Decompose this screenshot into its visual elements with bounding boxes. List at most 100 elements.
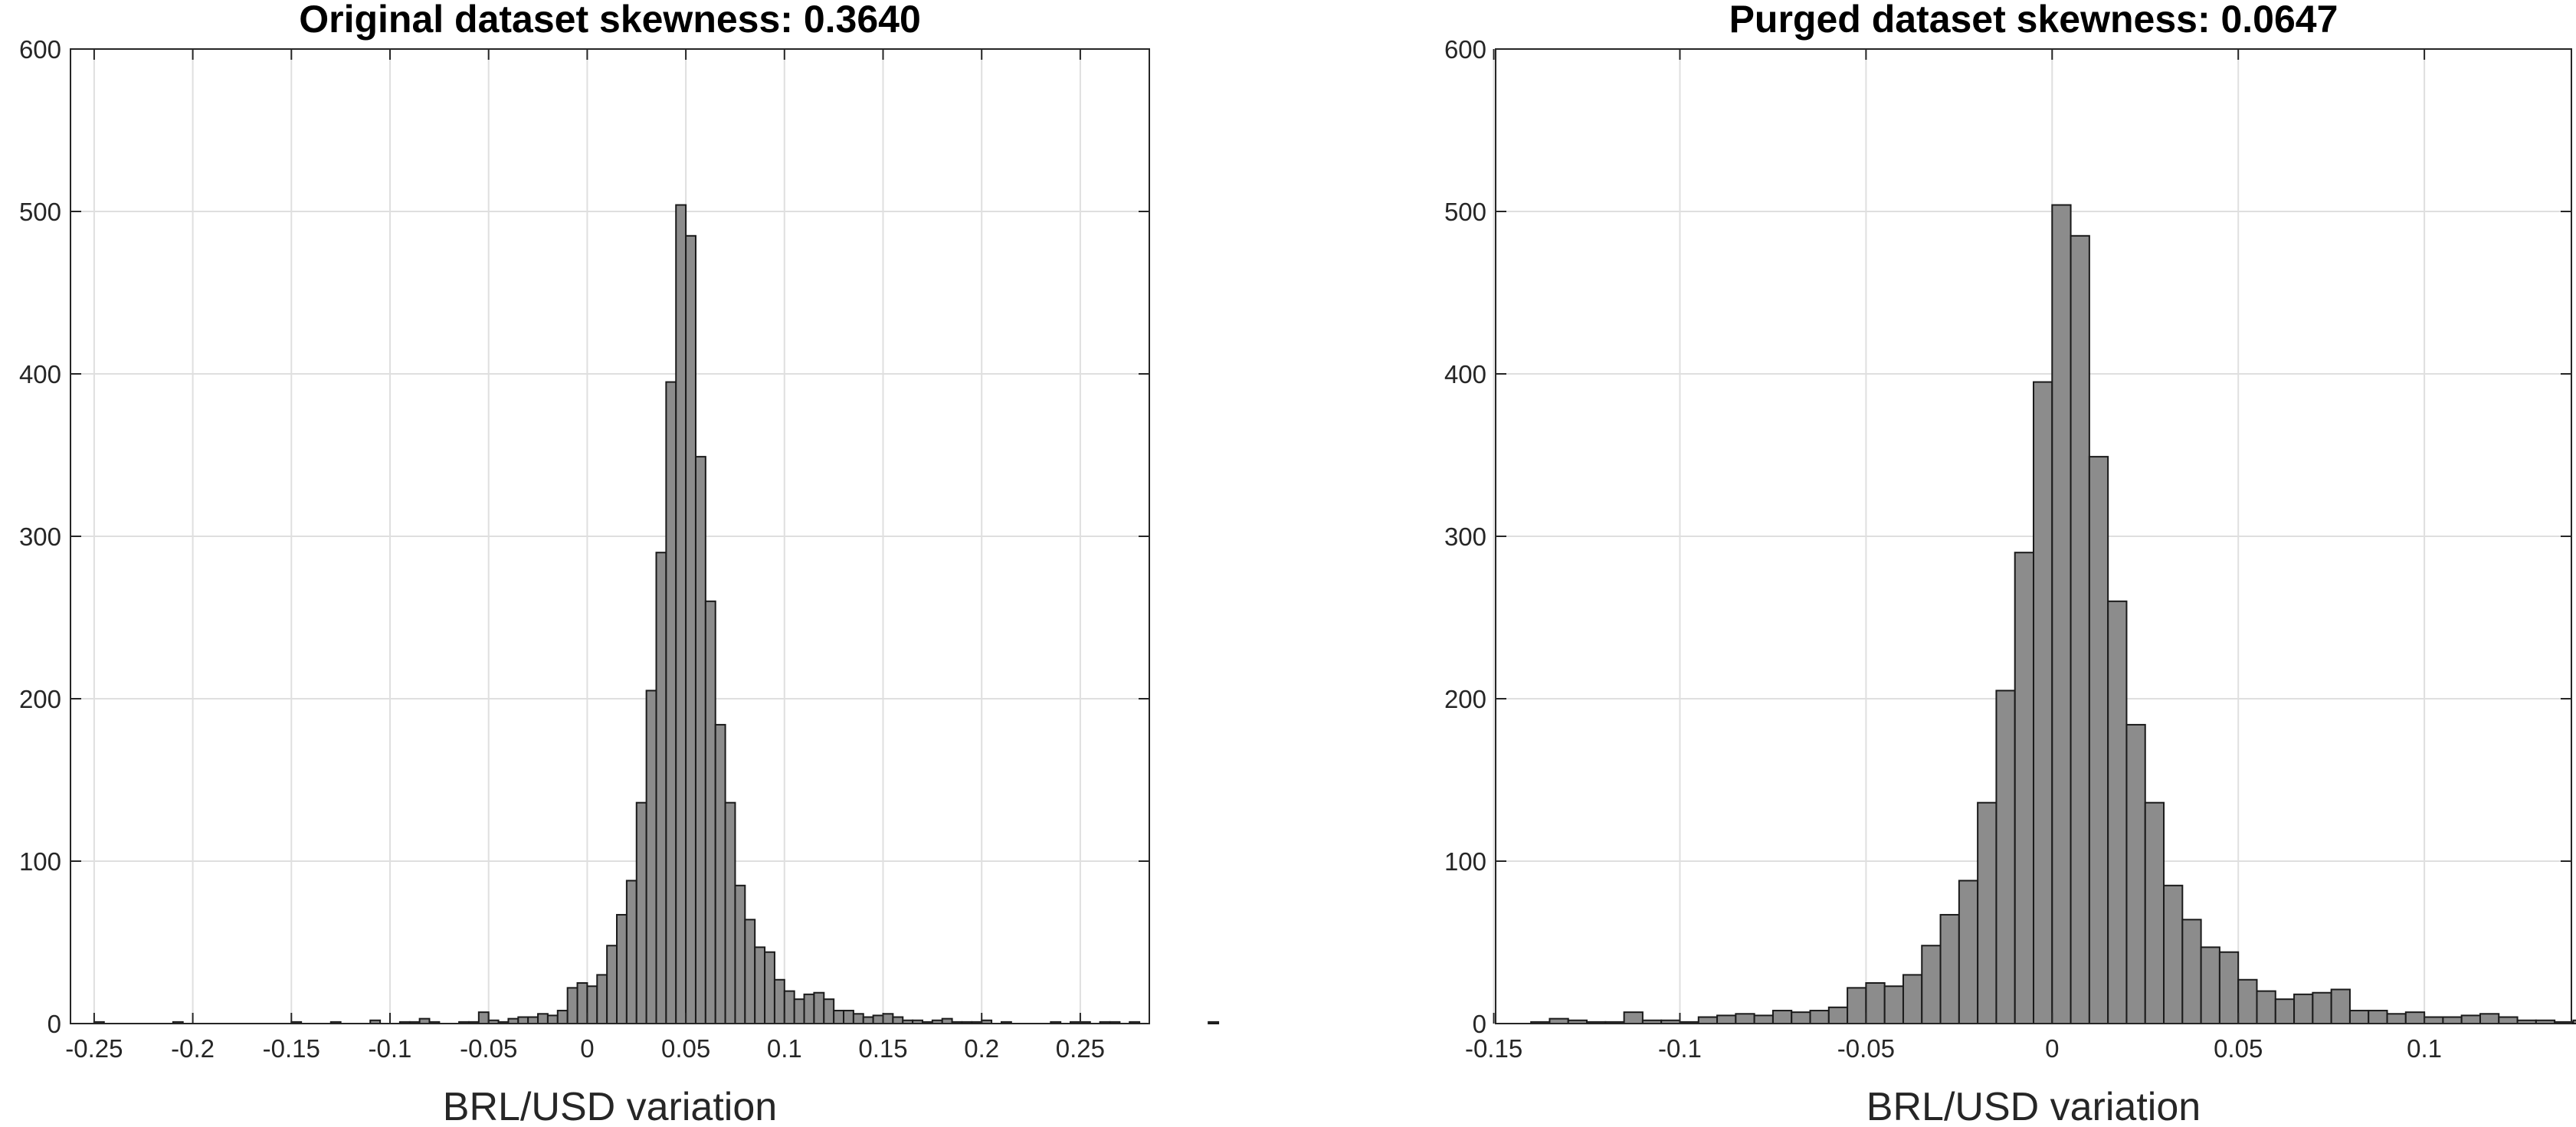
- histogram-bar: [2312, 991, 2332, 1024]
- histogram-bar: [2442, 1016, 2463, 1025]
- histogram-bar: [1883, 985, 1904, 1024]
- histogram-bar: [2144, 801, 2165, 1025]
- histogram-bar: [1623, 1011, 1644, 1025]
- y-tick-label: 100: [1444, 847, 1486, 876]
- chart-title: Original dataset skewness: 0.3640: [299, 0, 921, 41]
- x-tick-label: 0: [2045, 1034, 2059, 1063]
- histogram-bar: [625, 880, 637, 1024]
- x-tick-label: -0.15: [263, 1034, 320, 1063]
- histogram-bar: [1208, 1021, 1220, 1025]
- histogram-bar: [2014, 552, 2034, 1024]
- histogram-bar: [665, 381, 677, 1025]
- histogram-bar: [2070, 234, 2090, 1024]
- histogram-bar: [823, 998, 835, 1024]
- histogram-bar: [2033, 381, 2053, 1025]
- histogram-bar: [833, 1010, 845, 1025]
- y-tick-label: 300: [1444, 523, 1486, 551]
- histogram-bar: [1921, 945, 1942, 1024]
- histogram-bar: [754, 946, 766, 1024]
- histogram-bar: [596, 974, 608, 1025]
- bars: [1530, 204, 2576, 1025]
- histogram-bar: [675, 204, 687, 1024]
- histogram-bar: [2404, 1011, 2426, 1025]
- histogram-bar: [1958, 880, 1979, 1024]
- histogram-bar: [586, 985, 598, 1024]
- x-tick-label: -0.2: [171, 1034, 215, 1063]
- histogram-bar: [1939, 913, 1960, 1024]
- ticks: -0.15 -0.1 -0.05 0 0.05 0.1 0 100 200 300 400 500 60…: [1444, 35, 2571, 1063]
- histogram-bar: [744, 919, 756, 1024]
- y-tick-label: 300: [19, 523, 61, 551]
- grid: [70, 48, 1149, 1024]
- histogram-bar: [2256, 990, 2276, 1024]
- histogram-bar: [2386, 1013, 2407, 1025]
- histogram-bar: [2330, 988, 2351, 1024]
- x-axis-label: BRL/USD variation: [1866, 1085, 2201, 1127]
- x-tick-label: 0.25: [1056, 1034, 1105, 1063]
- histogram-bar: [2200, 946, 2220, 1024]
- y-tick-label: 100: [19, 847, 61, 876]
- histogram-bar: [616, 913, 628, 1024]
- x-axis-label: BRL/USD variation: [443, 1085, 777, 1127]
- histogram-bar: [477, 1011, 490, 1025]
- histogram-bar: [2293, 993, 2314, 1024]
- x-tick-label: 0.05: [2214, 1034, 2263, 1063]
- histogram-bar: [882, 1013, 894, 1025]
- histogram-bar: [2163, 884, 2184, 1025]
- histogram-bar: [635, 801, 647, 1025]
- y-tick-label: 400: [1444, 360, 1486, 388]
- histogram-bar: [1977, 801, 1998, 1025]
- histogram-bar: [734, 884, 746, 1025]
- histogram-bar: [862, 1016, 874, 1025]
- histogram-bar: [2107, 600, 2128, 1024]
- bars: [93, 204, 1220, 1025]
- histogram-bar: [517, 1016, 529, 1025]
- histogram-bar: [2218, 951, 2240, 1024]
- y-tick-label: 200: [19, 685, 61, 713]
- histogram-bar: [714, 723, 726, 1024]
- x-tick-label: -0.1: [1658, 1034, 1702, 1063]
- histogram-bar: [1791, 1011, 1811, 1025]
- y-tick-label: 400: [19, 360, 61, 388]
- histogram-bar: [704, 600, 716, 1024]
- y-tick-label: 200: [1444, 685, 1486, 713]
- histogram-bar: [537, 1013, 549, 1025]
- histogram-bar: [2051, 204, 2072, 1024]
- histogram-bar: [2572, 1019, 2576, 1025]
- y-tick-label: 0: [48, 1010, 61, 1038]
- histogram-bar: [1865, 982, 1886, 1024]
- histogram-bar: [655, 552, 667, 1024]
- histogram-bar: [773, 978, 785, 1025]
- histogram-bar: [566, 987, 578, 1024]
- y-tick-label: 500: [1444, 198, 1486, 226]
- histogram-bar: [2348, 1010, 2370, 1025]
- x-tick-label: -0.05: [1837, 1034, 1895, 1063]
- x-tick-label: 0.05: [661, 1034, 710, 1063]
- histogram-bar: [1809, 1010, 1830, 1025]
- histogram-bar: [1716, 1014, 1737, 1025]
- histogram-bar: [793, 998, 805, 1024]
- chart-title: Purged dataset skewness: 0.0647: [1729, 0, 2338, 41]
- histogram-bar: [1902, 974, 1923, 1025]
- y-tick-label: 600: [19, 35, 61, 64]
- histogram-bar: [1735, 1013, 1755, 1025]
- histogram-bar: [872, 1014, 884, 1025]
- histogram-bar: [2424, 1016, 2444, 1025]
- histogram-bar: [764, 951, 775, 1024]
- histogram-bar: [2460, 1014, 2481, 1025]
- x-tick-label: 0.15: [858, 1034, 907, 1063]
- histogram-bar: [546, 1014, 559, 1025]
- y-tick-label: 600: [1444, 35, 1486, 64]
- x-tick-label: 0: [580, 1034, 594, 1063]
- histogram-bar: [1847, 987, 1867, 1024]
- histogram-bar: [1995, 690, 2016, 1025]
- x-tick-label: 0.1: [767, 1034, 802, 1063]
- x-tick-label: 0.2: [964, 1034, 999, 1063]
- x-tick-label: -0.25: [65, 1034, 123, 1063]
- y-tick-label: 0: [1473, 1010, 1486, 1038]
- histogram-bar: [783, 990, 795, 1024]
- histogram-bar: [527, 1016, 539, 1025]
- histogram-bar: [1827, 1006, 1849, 1025]
- histogram-bar: [2498, 1016, 2519, 1025]
- histogram-bar: [694, 456, 706, 1024]
